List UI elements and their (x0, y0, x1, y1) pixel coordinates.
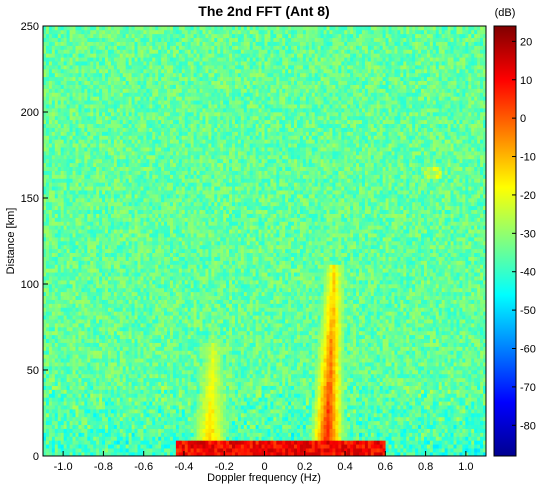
x-tick-label: -0.4 (174, 461, 193, 473)
x-tick-label: 0.8 (418, 461, 433, 473)
colorbar-tick-label: -30 (520, 228, 536, 240)
x-tick-label: 0.4 (337, 461, 352, 473)
colorbar-gradient (493, 25, 517, 457)
x-tick-label: -0.8 (94, 461, 113, 473)
y-tick-label: 0 (33, 451, 39, 463)
x-axis: -1.0 -0.8 -0.6 -0.4 -0.2 0 0.2 0.4 0.6 0.8 1.0 (54, 451, 474, 473)
heatmap-area (42, 25, 487, 457)
x-tick-label: 0 (261, 461, 267, 473)
x-tick-label: 0.6 (378, 461, 393, 473)
chart-title: The 2nd FFT (Ant 8) (198, 3, 329, 19)
y-tick-label: 100 (21, 279, 39, 291)
colorbar-tick-label: -20 (520, 190, 536, 202)
colorbar-ticks: 20 10 0 -10 -20 -30 -40 -50 -60 -70 -80 (512, 36, 536, 432)
colorbar: (dB) 20 10 0 -10 -20 -30 -40 -50 -60 -70 -80 (493, 7, 536, 457)
x-tick-label: -0.6 (134, 461, 153, 473)
x-tick-label: -1.0 (54, 461, 73, 473)
colorbar-tick-label: 0 (520, 113, 526, 125)
colorbar-tick-label: -40 (520, 267, 536, 279)
y-tick-label: 150 (21, 193, 39, 205)
colorbar-tick-label: -10 (520, 152, 536, 164)
colorbar-tick-label: -80 (520, 420, 536, 432)
x-tick-label: 1.0 (458, 461, 473, 473)
y-tick-label: 200 (21, 107, 39, 119)
colorbar-tick-label: -60 (520, 344, 536, 356)
y-axis: 0 50 100 150 200 250 (21, 21, 48, 463)
colorbar-tick-label: -50 (520, 305, 536, 317)
heatmap-cells (43, 26, 487, 457)
x-tick-label: -0.2 (215, 461, 234, 473)
colorbar-tick-label: 10 (520, 75, 532, 87)
x-axis-label: Doppler frequency (Hz) (207, 472, 321, 484)
colorbar-tick-label: -70 (520, 382, 536, 394)
x-tick-label: 0.2 (297, 461, 312, 473)
colorbar-unit-label: (dB) (495, 7, 516, 19)
colorbar-tick-label: 20 (520, 36, 532, 48)
y-tick-label: 250 (21, 21, 39, 33)
y-axis-label: Distance [km] (5, 208, 17, 275)
y-tick-label: 50 (27, 365, 39, 377)
